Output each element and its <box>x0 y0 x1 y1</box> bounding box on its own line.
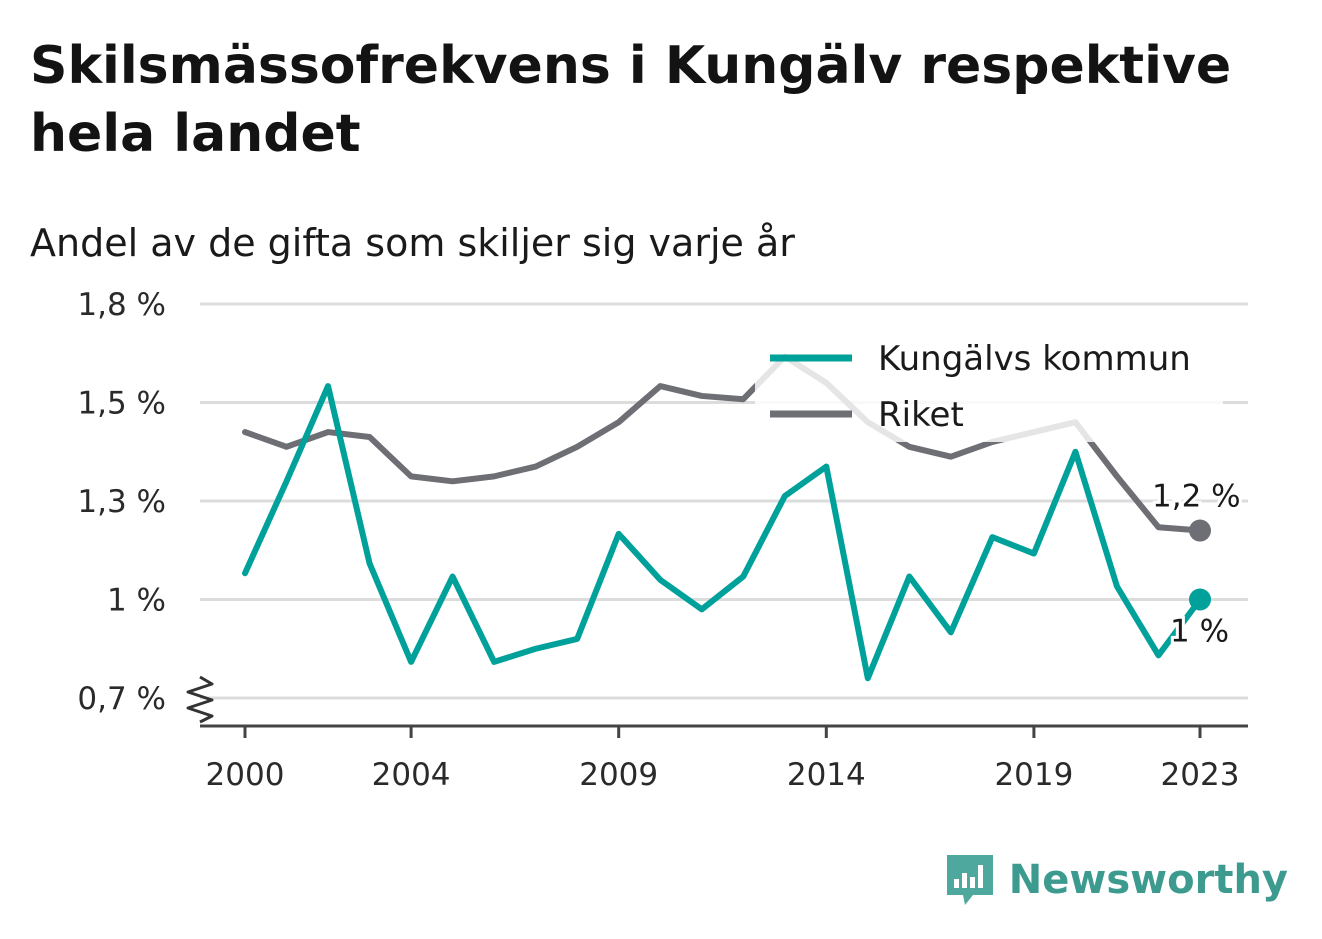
y-tick-label: 1 % <box>107 583 166 619</box>
axis-break-symbol <box>186 675 214 724</box>
chart-subtitle: Andel av de gifta som skiljer sig varje … <box>30 221 795 265</box>
x-tick-label: 2023 <box>1161 757 1240 793</box>
end-labels: 1 % 1,2 % <box>1149 476 1244 653</box>
legend: Kungälvs kommun Riket <box>755 334 1223 442</box>
series-end-point <box>1189 519 1211 542</box>
brand-logo: Newsworthy <box>943 851 1288 909</box>
x-axis-ticks: 2000 2004 2009 2014 2019 2023 <box>206 726 1240 793</box>
x-tick-label: 2004 <box>372 757 451 793</box>
x-tick-label: 2009 <box>579 757 658 793</box>
legend-label: Kungälvs kommun <box>878 339 1191 379</box>
y-tick-label: 1,3 % <box>77 484 166 520</box>
end-value-label: 1,2 % <box>1152 479 1241 515</box>
x-tick-label: 2014 <box>787 757 866 793</box>
y-tick-label: 1,5 % <box>77 386 166 422</box>
legend-background <box>755 334 1223 442</box>
series-line-kungalv <box>242 383 1203 682</box>
end-value-label: 1 % <box>1170 614 1229 650</box>
series-end-point <box>1189 588 1211 611</box>
legend-label: Riket <box>878 395 964 435</box>
y-tick-label: 1,8 % <box>77 287 166 323</box>
brand-name: Newsworthy <box>1008 857 1288 903</box>
x-axis <box>186 675 1248 728</box>
chart-title: Skilsmässofrekvens i Kungälv respektive … <box>30 36 1232 164</box>
y-tick-label: 0,7 % <box>77 681 166 717</box>
newsworthy-logo-icon <box>946 855 993 905</box>
x-tick-label: 2019 <box>994 757 1073 793</box>
y-axis-ticks: 0,7 % 1 % 1,3 % 1,5 % 1,8 % <box>77 287 166 717</box>
x-tick-label: 2000 <box>206 757 285 793</box>
